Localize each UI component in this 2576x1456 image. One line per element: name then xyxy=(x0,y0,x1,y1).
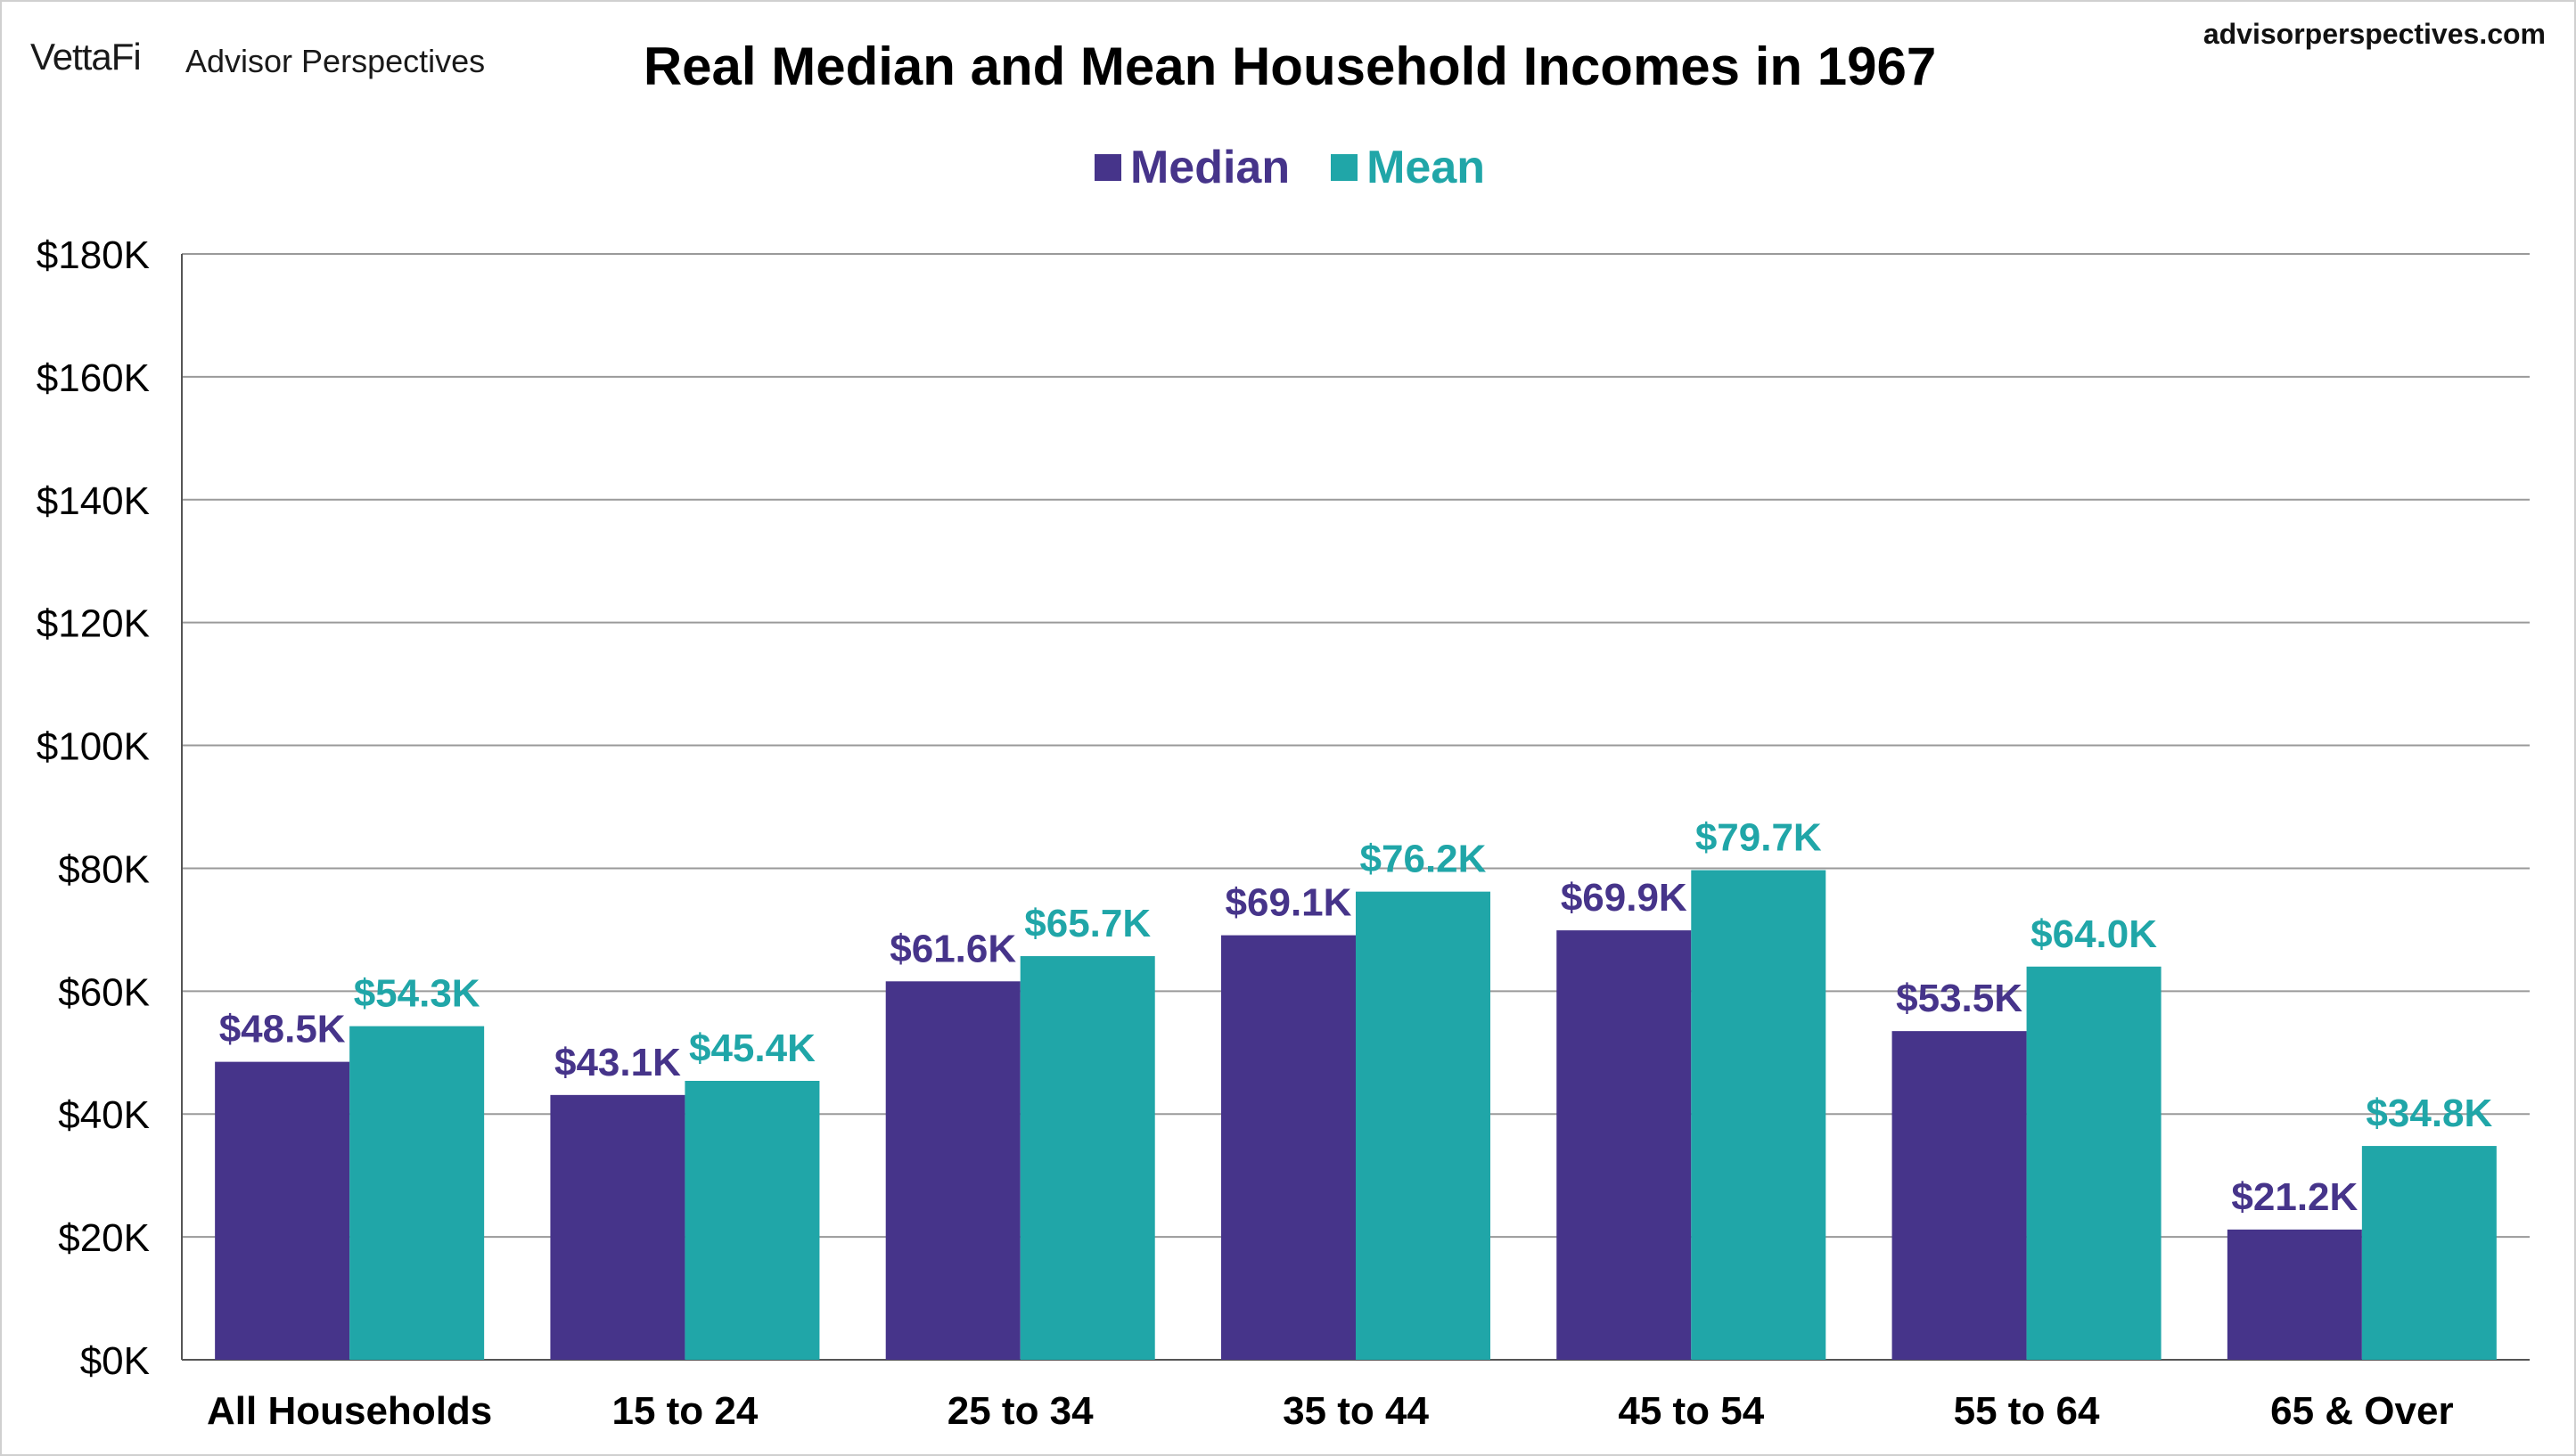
bar-mean xyxy=(1020,956,1155,1360)
x-tick-label: 15 to 24 xyxy=(611,1389,758,1433)
bar-mean xyxy=(685,1080,820,1360)
x-tick-label: 55 to 64 xyxy=(1954,1389,2100,1433)
data-label-median: $61.6K xyxy=(890,927,1016,970)
bar-median xyxy=(215,1061,350,1360)
legend-swatch-mean xyxy=(1331,154,1358,181)
data-label-median: $69.1K xyxy=(1226,881,1352,925)
bar-mean xyxy=(1691,870,1826,1360)
bar-median xyxy=(1221,935,1356,1360)
y-tick-label: $20K xyxy=(58,1216,150,1260)
bar-mean xyxy=(2361,1146,2497,1360)
x-tick-label: 35 to 44 xyxy=(1283,1389,1429,1433)
data-label-median: $43.1K xyxy=(554,1041,681,1084)
y-tick-label: $60K xyxy=(58,970,150,1014)
data-label-median: $53.5K xyxy=(1896,977,2022,1020)
legend-item-mean: Mean xyxy=(1331,141,1485,194)
legend-item-median: Median xyxy=(1094,141,1291,194)
chart-legend: Median Mean xyxy=(2,141,2576,194)
data-label-mean: $34.8K xyxy=(2366,1092,2492,1135)
bar-mean xyxy=(349,1026,485,1360)
bar-median xyxy=(1891,1031,2027,1360)
data-label-median: $48.5K xyxy=(219,1008,346,1051)
data-label-mean: $76.2K xyxy=(1360,838,1487,881)
bar-median xyxy=(885,981,1021,1360)
y-tick-label: $40K xyxy=(58,1093,150,1137)
y-tick-label: $120K xyxy=(37,602,150,646)
brand-subtitle: Advisor Perspectives xyxy=(185,43,486,79)
x-tick-label: 25 to 34 xyxy=(948,1389,1094,1433)
bar-mean xyxy=(1356,891,1490,1360)
bar-mean xyxy=(2026,966,2162,1360)
data-label-median: $21.2K xyxy=(2231,1175,2358,1219)
y-tick-label: $140K xyxy=(37,479,150,523)
data-label-mean: $65.7K xyxy=(1024,902,1151,945)
legend-label-median: Median xyxy=(1129,142,1291,193)
data-label-mean: $79.7K xyxy=(1695,816,1822,860)
legend-label-mean: Mean xyxy=(1366,142,1486,193)
data-label-median: $69.9K xyxy=(1561,876,1687,920)
legend-swatch-median xyxy=(1094,154,1121,181)
bar-median xyxy=(2227,1229,2362,1360)
chart-title: Real Median and Mean Household Incomes i… xyxy=(643,37,1937,96)
y-tick-label: $80K xyxy=(58,847,150,891)
y-tick-label: $0K xyxy=(80,1339,150,1383)
bar-median xyxy=(550,1094,685,1360)
y-tick-label: $100K xyxy=(37,725,150,769)
y-tick-label: $180K xyxy=(37,233,150,277)
data-label-mean: $54.3K xyxy=(354,972,480,1016)
vettafi-logo: VettaFi xyxy=(30,36,142,78)
x-tick-label: 45 to 54 xyxy=(1618,1389,1764,1433)
site-url: advisorperspectives.com xyxy=(2203,18,2546,50)
y-tick-label: $160K xyxy=(37,356,150,400)
x-tick-label: All Households xyxy=(207,1389,492,1433)
x-tick-label: 65 & Over xyxy=(2270,1389,2453,1433)
data-label-mean: $64.0K xyxy=(2030,912,2157,956)
bar-median xyxy=(1556,930,1692,1360)
data-label-mean: $45.4K xyxy=(689,1027,816,1070)
